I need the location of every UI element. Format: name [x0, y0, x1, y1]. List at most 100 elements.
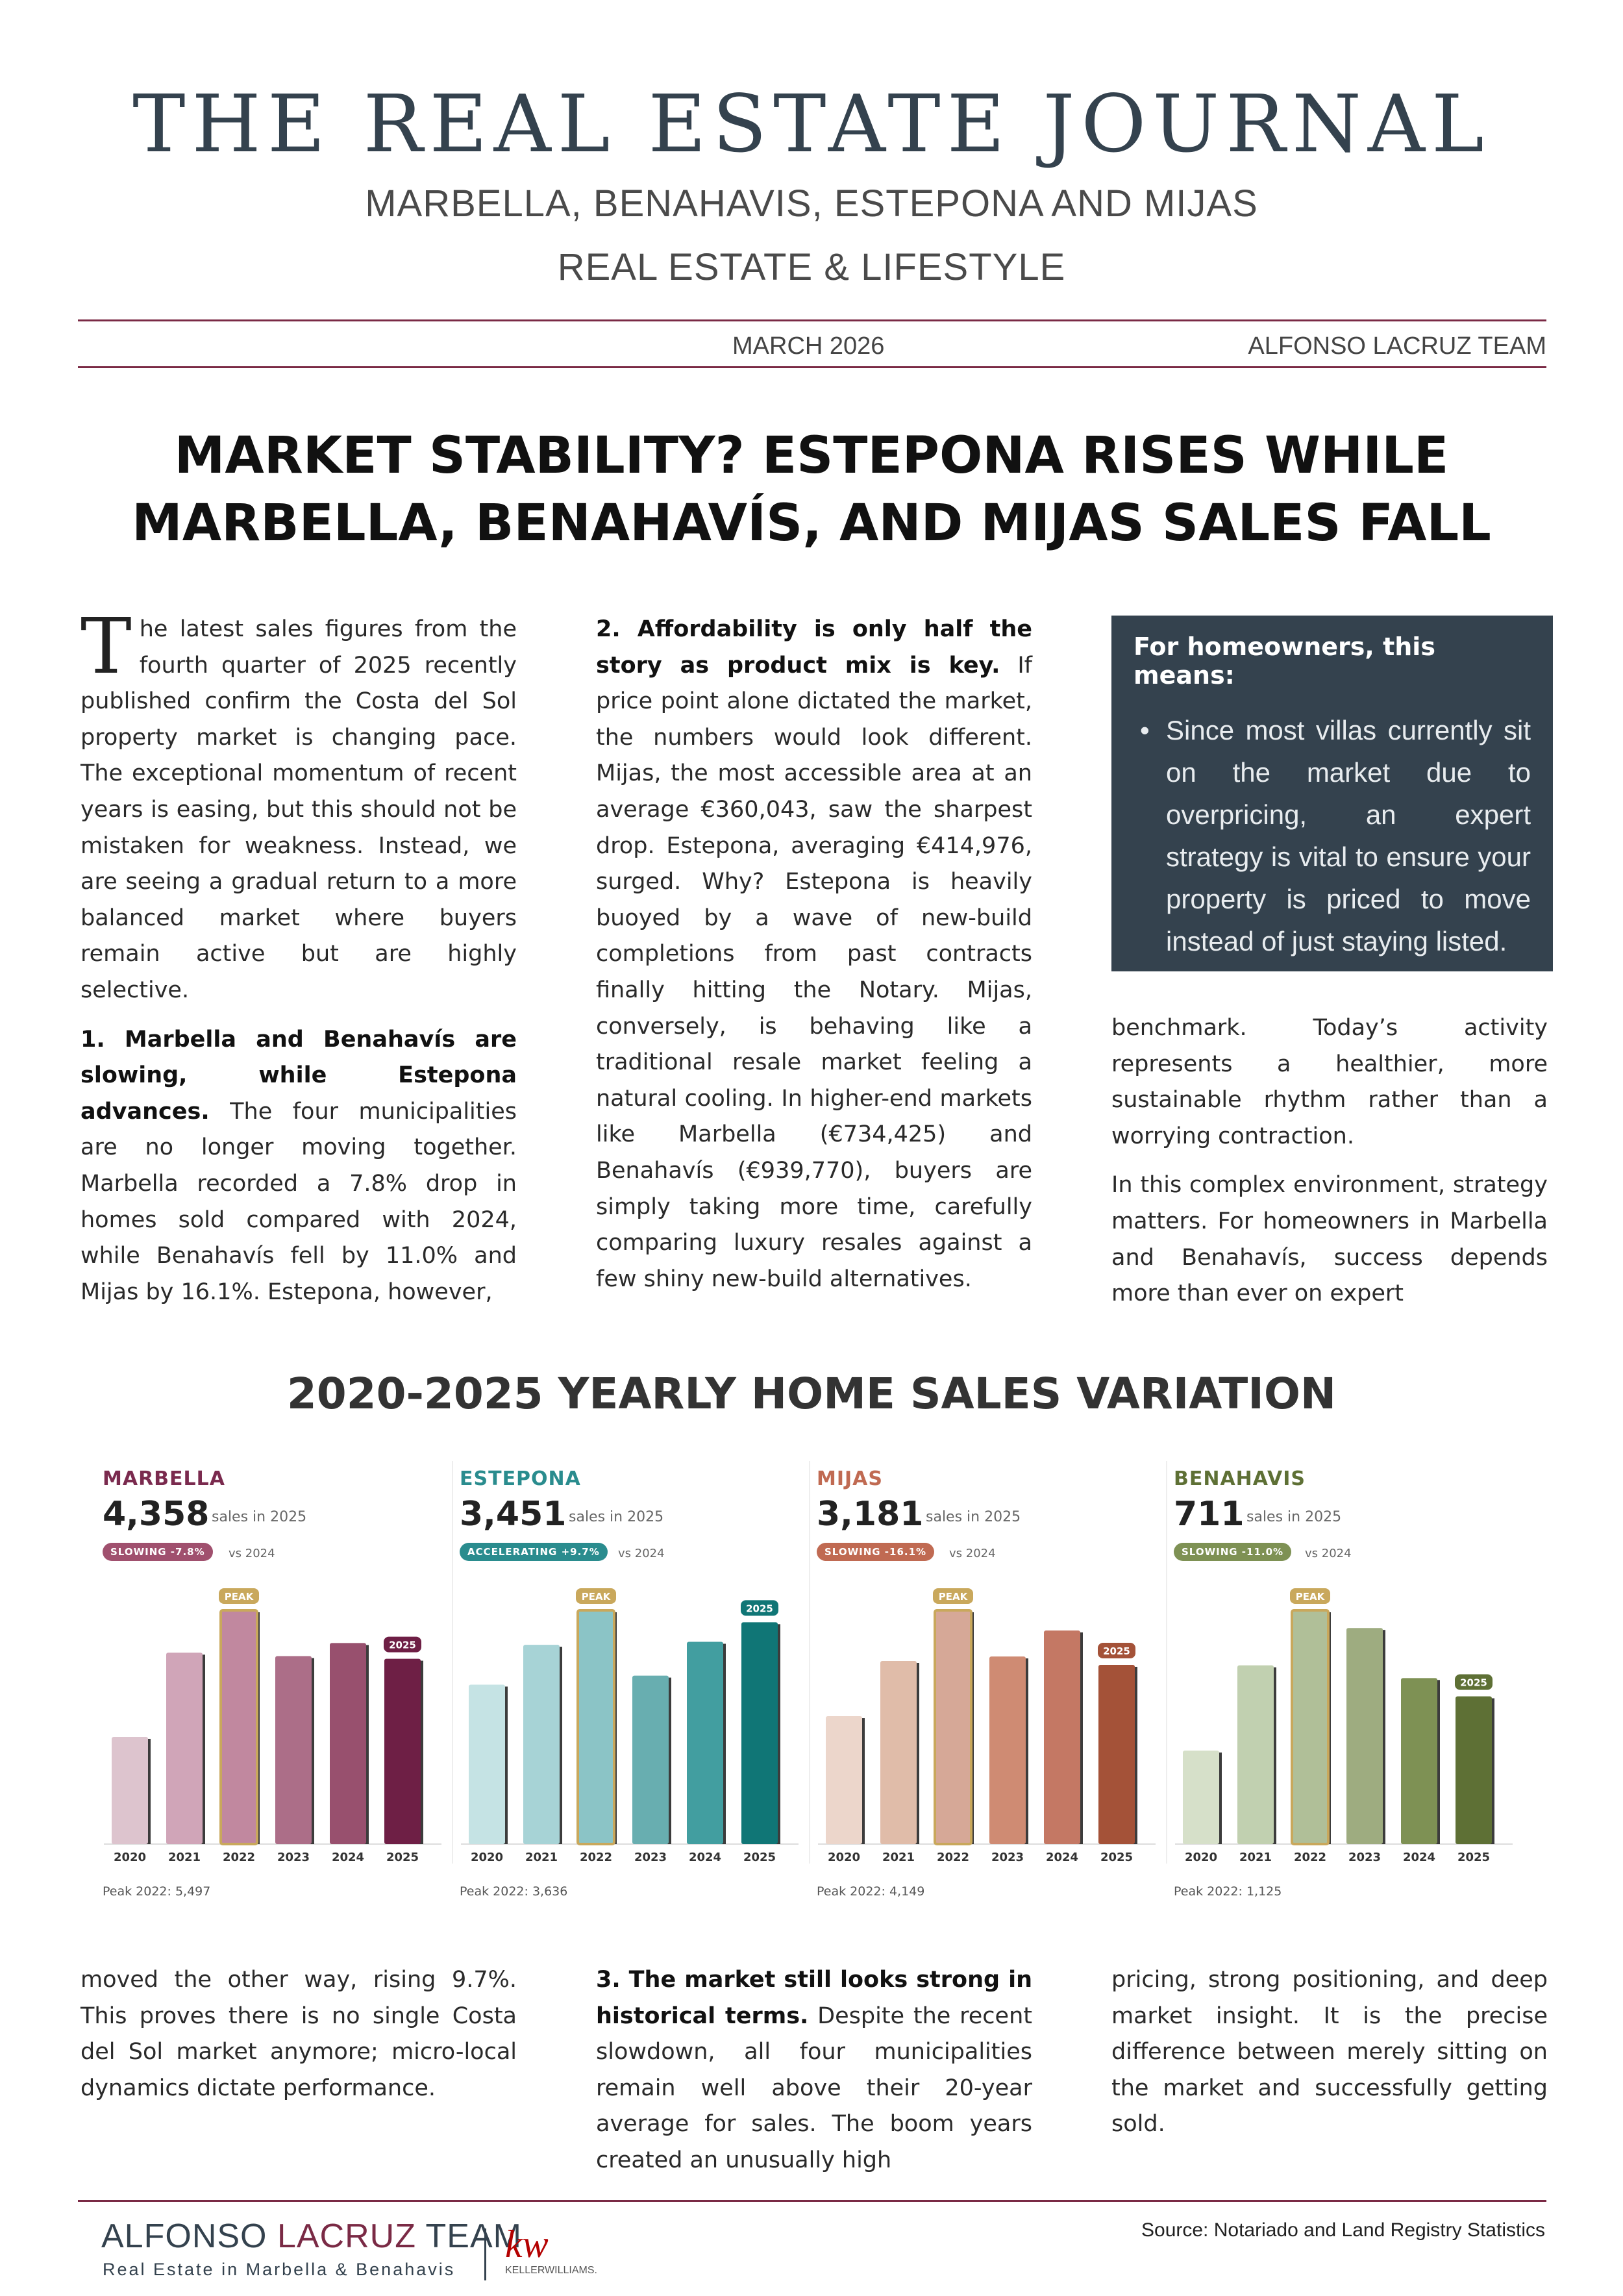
drop-cap: T	[81, 601, 132, 691]
x-tick-label: 2022	[937, 1851, 969, 1864]
panel-title: MARBELLA	[103, 1467, 225, 1490]
current-year-label: 2025	[389, 1640, 416, 1651]
bar-2022	[934, 1609, 973, 1845]
x-tick-label: 2021	[1239, 1851, 1272, 1864]
column-3-paragraph-2: In this complex environment, strategy ma…	[1111, 1172, 1548, 1307]
bar-2023	[275, 1656, 312, 1844]
chart-section-title: 2020-2025 YEARLY HOME SALES VARIATION	[286, 1369, 1337, 1419]
issue-team: ALFONSO LACRUZ TEAM	[1248, 332, 1546, 360]
x-tick-label: 2025	[1457, 1851, 1490, 1864]
x-tick-label: 2023	[634, 1851, 667, 1864]
peak-note: Peak 2022: 4,149	[817, 1884, 925, 1899]
peak-note: Peak 2022: 3,636	[460, 1884, 568, 1899]
section-3-text: Despite the recent slowdown, all four mu…	[596, 2003, 1032, 2173]
bar-2024	[1401, 1678, 1437, 1844]
issue-date: MARCH 2026	[732, 332, 885, 360]
panel-total: 4,358	[103, 1495, 210, 1534]
x-tick-label: 2021	[168, 1851, 201, 1864]
x-tick-label: 2025	[743, 1851, 776, 1864]
x-tick-label: 2023	[991, 1851, 1024, 1864]
bar-chart: 2020 2021 2022 PEAK 2023 2024 2025 2025	[1175, 1588, 1513, 1864]
panel-divider	[1166, 1461, 1167, 1864]
bar-2022	[576, 1609, 615, 1845]
status-badge: SLOWING -11.0%	[1174, 1543, 1292, 1561]
masthead-subtitle-regions: MARBELLA, BENAHAVIS, ESTEPONA AND MIJAS	[365, 182, 1258, 225]
article-bottom-column-3: pricing, strong positioning, and deep ma…	[1111, 1962, 1548, 2156]
bar-2022	[219, 1609, 258, 1845]
bar-2025	[1456, 1696, 1492, 1844]
current-year-label: 2025	[1103, 1645, 1130, 1657]
keller-williams-logo: kw	[505, 2223, 549, 2265]
bottom-column-3-text: pricing, strong positioning, and deep ma…	[1111, 1967, 1548, 2138]
article-bottom-column-1: moved the other way, rising 9.7%. This p…	[81, 1962, 517, 2119]
bar-2021	[523, 1645, 560, 1844]
keller-williams-wordmark: KELLERWILLIAMS.	[505, 2265, 597, 2276]
x-tick-label: 2020	[471, 1851, 503, 1864]
x-tick-label: 2020	[828, 1851, 860, 1864]
bar-chart: 2020 2021 2022 PEAK 2023 2024 2025 2025	[461, 1588, 799, 1864]
logo-name-first: ALFONSO	[101, 2217, 277, 2255]
masthead-top-rule	[78, 319, 1546, 321]
x-tick-label: 2024	[1403, 1851, 1435, 1864]
x-tick-label: 2024	[332, 1851, 364, 1864]
x-tick-label: 2023	[277, 1851, 310, 1864]
bar-2020	[112, 1736, 148, 1844]
article-column-3: benchmark. Today’s activity represents a…	[1111, 1010, 1548, 1325]
current-year-tag	[741, 1600, 778, 1616]
bar-2024	[687, 1641, 723, 1844]
panel-divider	[809, 1461, 810, 1864]
section-2-heading: 2. Affordability is only half the story …	[596, 616, 1032, 679]
current-year-label: 2025	[746, 1603, 773, 1614]
headline-line-2: MARBELLA, BENAHAVÍS, AND MIJAS SALES FAL…	[132, 494, 1491, 553]
logo-tagline: Real Estate in Marbella & Benahavis	[103, 2260, 456, 2279]
x-tick-label: 2022	[223, 1851, 255, 1864]
peak-label: PEAK	[939, 1591, 969, 1603]
peak-label: PEAK	[1296, 1591, 1326, 1603]
x-tick-label: 2024	[1046, 1851, 1078, 1864]
masthead-subtitle-tagline: REAL ESTATE & LIFESTYLE	[557, 246, 1066, 288]
panel-title: MIJAS	[817, 1467, 884, 1490]
peak-tag	[1290, 1588, 1330, 1604]
panel-title: BENAHAVIS	[1174, 1467, 1306, 1490]
masthead-title: THE REAL ESTATE JOURNAL	[132, 78, 1491, 170]
column-3-paragraph-1: benchmark. Today’s activity represents a…	[1111, 1015, 1548, 1149]
panel-total: 711	[1174, 1495, 1245, 1534]
section-1-paragraph: 1. Marbella and Benahavís are slowing, w…	[81, 1022, 517, 1311]
section-3-paragraph: 3. The market still looks strong in hist…	[596, 1962, 1032, 2179]
current-year-tag	[1455, 1674, 1493, 1690]
x-tick-label: 2021	[525, 1851, 558, 1864]
status-badge: ACCELERATING +9.7%	[460, 1543, 608, 1561]
footer-rule	[78, 2200, 1546, 2202]
peak-note: Peak 2022: 1,125	[1174, 1884, 1282, 1899]
panel-total: 3,451	[460, 1495, 567, 1534]
article-column-2: 2. Affordability is only half the story …	[596, 612, 1032, 1310]
logo-separator	[484, 2228, 486, 2280]
x-tick-label: 2024	[689, 1851, 721, 1864]
bullet-icon: •	[1140, 715, 1150, 745]
bar-2025	[741, 1622, 778, 1844]
x-tick-label: 2025	[1100, 1851, 1133, 1864]
bar-2021	[166, 1653, 203, 1844]
bar-chart: 2020 2021 2022 PEAK 2023 2024 2025 2025	[104, 1588, 441, 1864]
status-badge: SLOWING -7.8%	[103, 1543, 213, 1561]
homeowner-callout: For homeowners, this means: • Since most…	[1111, 616, 1553, 971]
badge-note: vs 2024	[229, 1547, 275, 1560]
bar-2024	[1044, 1630, 1080, 1844]
peak-tag	[219, 1588, 259, 1604]
section-1-heading: 1. Marbella and Benahavís are slowing, w…	[81, 1026, 517, 1125]
current-year-tag	[384, 1636, 421, 1653]
bar-2023	[632, 1675, 669, 1844]
section-3-heading: 3. The market still looks strong in hist…	[596, 1967, 1032, 2029]
x-tick-label: 2021	[882, 1851, 915, 1864]
peak-label: PEAK	[582, 1591, 612, 1603]
panel-total-label: sales in 2025	[212, 1509, 307, 1525]
x-tick-label: 2022	[1294, 1851, 1326, 1864]
peak-tag	[933, 1588, 973, 1604]
x-tick-label: 2020	[1185, 1851, 1217, 1864]
panel-total-label: sales in 2025	[569, 1509, 664, 1525]
logo-name-accent: LACRUZ	[277, 2217, 416, 2255]
current-year-tag	[1098, 1642, 1135, 1658]
peak-label: PEAK	[225, 1591, 254, 1603]
